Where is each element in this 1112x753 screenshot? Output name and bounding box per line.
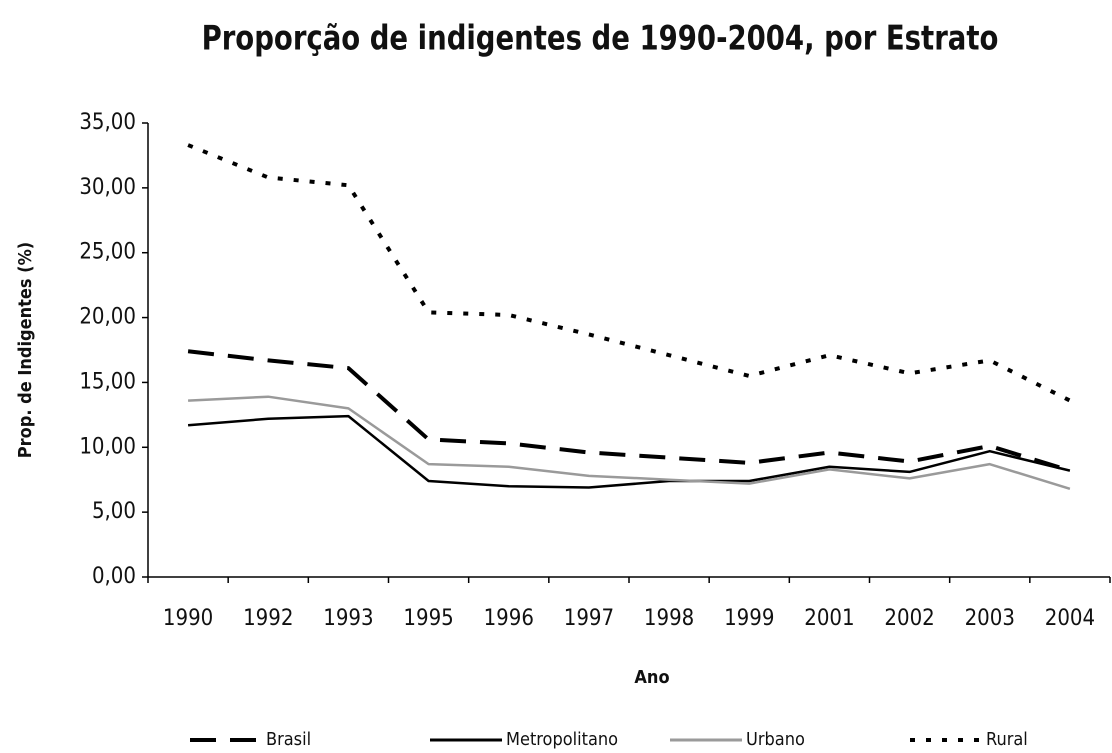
x-tick-label: 1992	[243, 606, 293, 631]
y-tick-label: 20,00	[79, 305, 136, 330]
x-axis-label: Ano	[634, 667, 669, 688]
x-tick-label: 1993	[323, 606, 373, 631]
y-tick-label: 10,00	[79, 434, 136, 459]
legend-label: Brasil	[266, 729, 311, 750]
y-tick-label: 0,00	[92, 564, 136, 589]
y-tick-label: 25,00	[79, 240, 136, 265]
y-tick-label: 15,00	[79, 369, 136, 394]
y-tick-label: 35,00	[79, 110, 136, 135]
x-tick-label: 1997	[564, 606, 614, 631]
y-tick-label: 30,00	[79, 175, 136, 200]
x-tick-label: 1995	[403, 606, 453, 631]
chart-title: Proporção de indigentes de 1990-2004, po…	[202, 18, 999, 58]
x-tick-label: 1999	[724, 606, 774, 631]
y-tick-label: 5,00	[92, 499, 136, 524]
x-tick-label: 1990	[163, 606, 213, 631]
legend-label: Rural	[986, 729, 1028, 750]
x-tick-label: 2004	[1045, 606, 1095, 631]
legend-label: Metropolitano	[506, 729, 618, 750]
x-tick-label: 2003	[965, 606, 1015, 631]
legend-label: Urbano	[746, 729, 805, 750]
series-line	[188, 395, 1071, 490]
series-line	[187, 414, 1071, 489]
x-tick-label: 1998	[644, 606, 694, 631]
x-tick-label: 1996	[484, 606, 534, 631]
series-line	[187, 143, 1071, 403]
series-line	[187, 349, 1071, 473]
x-tick-label: 2001	[804, 606, 854, 631]
y-axis-label: Prop. de Indigentes (%)	[15, 242, 36, 458]
x-tick-label: 2002	[884, 606, 934, 631]
